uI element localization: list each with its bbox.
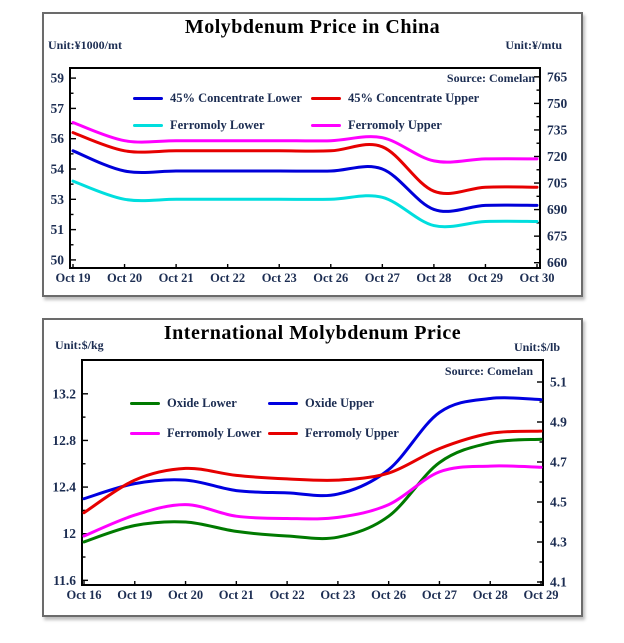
china-price-chart-panel: 50 51 53 54 56 57 59 660 675 690 705 720 735 750 765 Oc… — [42, 12, 583, 297]
plot-frame — [69, 67, 541, 269]
left-axis-tick-label: 54 — [51, 162, 65, 177]
x-axis-tick-label: Oct 20 — [107, 271, 142, 285]
right-axis-tick-label: 4.7 — [550, 455, 567, 470]
x-axis-tick-label: Oct 29 — [468, 271, 503, 285]
left-axis-tick-label: 12.4 — [52, 480, 76, 495]
chart-title: Molybdenum Price in China — [184, 16, 441, 38]
international-price-chart-panel: 11.6 12 12.4 12.8 13.2 4.1 4.3 4.5 4.7 4.9 5.1 Oct … — [42, 318, 583, 617]
x-axis-tick-label: Oct 19 — [55, 271, 90, 285]
right-axis-tick-label: 4.1 — [550, 575, 567, 590]
series-line-oxide-lower — [82, 437, 543, 544]
left-axis-tick-label: 12 — [63, 526, 77, 541]
left-axis-tick-label: 11.6 — [53, 573, 76, 588]
x-axis-tick-label: Oct 21 — [219, 588, 254, 602]
series-line-45-concentrate-upper — [71, 131, 539, 196]
left-axis-tick-label: 51 — [51, 222, 65, 237]
series-line-ferromoly-lower — [82, 464, 543, 538]
axis-ticks — [82, 381, 543, 585]
right-axis-tick-label: 765 — [547, 69, 568, 84]
series-line-ferromoly-upper — [82, 429, 543, 515]
left-axis-tick-label: 50 — [51, 252, 65, 267]
right-axis-tick-label: 705 — [547, 176, 568, 191]
x-axis-tick-label: Oct 22 — [270, 588, 305, 602]
series-line-oxide-upper — [82, 396, 543, 501]
series-line-ferromoly-lower — [71, 179, 539, 229]
international-plot-area: 11.6 12 12.4 12.8 13.2 4.1 4.3 4.5 4.7 4.9 5.1 Oct … — [52, 359, 567, 602]
left-axis-tick-label: 13.2 — [52, 386, 76, 401]
left-axis-tick-label: 53 — [51, 192, 65, 207]
right-axis-tick-label: 5.1 — [550, 375, 567, 390]
right-axis-tick-label: 675 — [547, 229, 568, 244]
right-axis-unit-label: Unit:$/lb — [513, 340, 560, 354]
x-axis-tick-label: Oct 20 — [168, 588, 203, 602]
x-axis-tick-label: Oct 30 — [519, 271, 554, 285]
x-axis-tick-label: Oct 28 — [416, 271, 451, 285]
china-plot-area: 50 51 53 54 56 57 59 660 675 690 705 720 735 750 765 Oc… — [51, 67, 568, 285]
left-axis-unit-label: Unit:¥1000/mt — [48, 38, 122, 52]
right-axis-unit-label: Unit:¥/mtu — [505, 38, 562, 52]
x-axis-tick-label: Oct 16 — [66, 588, 101, 602]
right-axis-tick-label: 690 — [547, 202, 568, 217]
series-line-ferromoly-upper — [71, 121, 539, 164]
x-axis-tick-label: Oct 22 — [210, 271, 245, 285]
right-axis-tick-label: 4.9 — [550, 415, 567, 430]
x-axis-tick-label: Oct 27 — [422, 588, 457, 602]
left-axis-unit-label: Unit:$/kg — [55, 338, 104, 352]
left-axis-tick-label: 59 — [51, 71, 65, 86]
right-axis-tick-label: 4.3 — [550, 535, 567, 550]
x-axis-tick-label: Oct 23 — [320, 588, 355, 602]
x-axis-tick-label: Oct 29 — [523, 588, 558, 602]
left-axis-tick-label: 12.8 — [52, 433, 76, 448]
right-axis-tick-label: 720 — [547, 149, 568, 164]
left-axis-tick-label: 56 — [51, 131, 65, 146]
source-label: Source: Comelan — [444, 364, 533, 378]
x-axis-tick-label: Oct 28 — [473, 588, 508, 602]
right-axis-tick-label: 735 — [547, 122, 568, 137]
right-axis-tick-label: 660 — [547, 255, 568, 270]
plot-frame — [81, 359, 544, 586]
left-axis-tick-label: 57 — [51, 101, 65, 116]
right-axis-tick-label: 4.5 — [550, 495, 567, 510]
right-axis-tick-label: 750 — [547, 96, 568, 111]
x-axis-tick-label: Oct 21 — [159, 271, 194, 285]
x-axis-tick-label: Oct 19 — [117, 588, 152, 602]
source-label: Source: Comelan — [446, 71, 535, 85]
x-axis-tick-label: Oct 26 — [371, 588, 406, 602]
x-axis-tick-label: Oct 27 — [365, 271, 400, 285]
chart-title: International Molybdenum Price — [163, 322, 462, 344]
series-line-45-concentrate-lower — [71, 149, 539, 213]
x-axis-tick-label: Oct 26 — [313, 271, 348, 285]
x-axis-tick-label: Oct 23 — [262, 271, 297, 285]
